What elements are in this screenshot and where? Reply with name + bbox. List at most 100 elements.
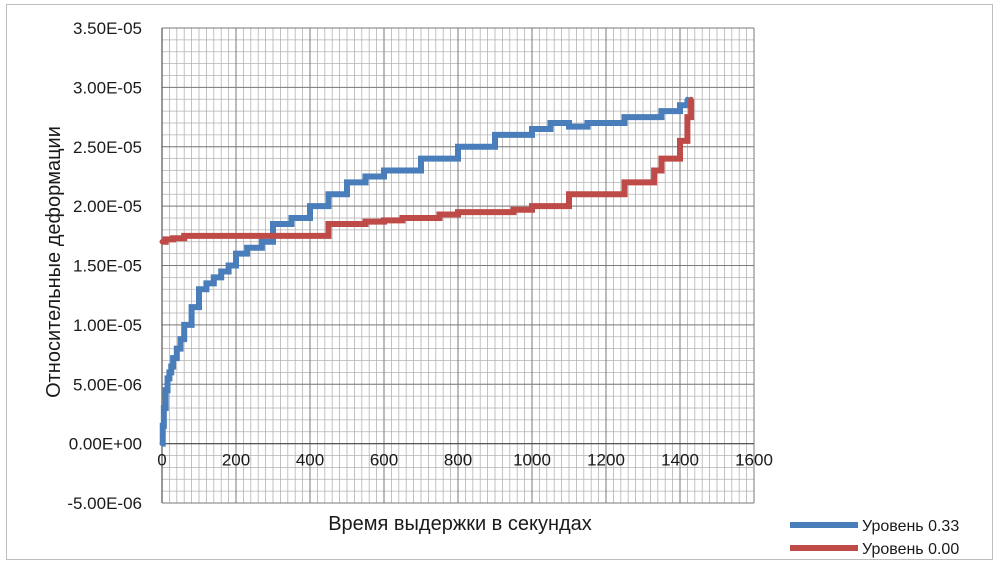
data-point-series-2 [684, 114, 690, 120]
data-point-series-1 [211, 274, 217, 280]
data-point-series-1 [166, 369, 172, 375]
data-point-series-1 [189, 304, 195, 310]
y-tick-label: 2.00E-05 [73, 197, 142, 216]
data-point-series-1 [218, 268, 224, 274]
data-point-series-2 [381, 217, 387, 223]
data-point-series-2 [215, 233, 220, 239]
data-point-series-1 [307, 203, 313, 209]
data-point-series-1 [203, 280, 209, 286]
data-point-series-2 [181, 233, 187, 239]
data-point-series-2 [455, 209, 461, 215]
data-point-series-2 [170, 235, 176, 241]
data-point-series-2 [252, 233, 257, 239]
data-point-series-2 [437, 211, 442, 217]
x-tick-label: 1600 [735, 451, 773, 470]
data-point-series-1 [163, 387, 169, 393]
data-point-series-1 [529, 126, 535, 132]
data-point-series-2 [289, 233, 294, 239]
data-point-series-1 [455, 144, 461, 150]
data-point-series-1 [585, 120, 590, 126]
x-tick-label: 600 [370, 451, 398, 470]
data-point-series-1 [259, 239, 265, 245]
data-point-series-1 [174, 346, 180, 352]
legend-label-series-1: Уровень 0.33 [862, 518, 959, 535]
data-point-series-1 [159, 441, 165, 447]
data-point-series-1 [289, 215, 294, 221]
data-point-series-1 [418, 156, 424, 162]
y-tick-label: 0.00E+00 [69, 435, 142, 454]
x-tick-label: 1400 [661, 451, 699, 470]
data-point-series-2 [492, 209, 498, 215]
major-gridlines [161, 27, 755, 504]
y-tick-label: 2.50E-05 [73, 138, 142, 157]
data-point-series-2 [670, 156, 676, 162]
data-point-series-2 [363, 219, 368, 225]
x-tick-label: 0 [157, 451, 166, 470]
x-axis-title: Время выдержки в секундах [328, 513, 592, 535]
data-point-series-1 [566, 124, 572, 130]
data-point-series-2 [270, 233, 276, 239]
data-point-series-1 [603, 120, 609, 126]
data-point-series-2 [196, 233, 202, 239]
data-point-series-1 [244, 245, 250, 251]
data-point-series-1 [233, 251, 239, 257]
legend: Уровень 0.33 Уровень 0.00 [790, 518, 959, 558]
series-line-1 [159, 99, 691, 447]
data-point-series-1 [168, 363, 174, 369]
data-point-series-1 [178, 336, 183, 342]
data-point-series-1 [640, 114, 646, 120]
data-point-series-1 [381, 168, 387, 173]
data-point-series-2 [622, 179, 627, 185]
data-point-series-1 [270, 221, 276, 227]
y-tick-labels: -5.00E-06 0.00E+00 5.00E-06 1.00E-05 1.50E-0… [67, 19, 142, 513]
legend-label-series-2: Уровень 0.00 [862, 541, 959, 558]
data-point-series-2 [688, 96, 694, 102]
data-point-series-2 [529, 203, 535, 209]
y-tick-label: 3.00E-05 [73, 78, 142, 97]
data-point-series-1 [344, 179, 350, 185]
data-point-series-2 [511, 207, 516, 213]
data-point-series-2 [344, 221, 350, 227]
y-tick-label: -5.00E-06 [67, 494, 142, 513]
data-point-series-1 [226, 263, 232, 268]
data-point-series-1 [181, 322, 187, 328]
x-tick-label: 1200 [587, 451, 625, 470]
data-point-series-2 [585, 191, 590, 197]
y-tick-label: 3.50E-05 [73, 19, 142, 38]
data-point-series-2 [677, 138, 683, 144]
data-point-series-2 [659, 156, 664, 162]
series-layer [159, 96, 695, 447]
data-point-series-1 [659, 108, 664, 114]
data-point-series-1 [548, 120, 553, 126]
data-point-series-2 [651, 168, 657, 173]
data-point-series-2 [400, 215, 405, 221]
x-tick-label: 800 [444, 451, 472, 470]
data-point-series-2 [640, 179, 646, 185]
data-point-series-1 [622, 114, 627, 120]
y-tick-label: 5.00E-06 [73, 375, 142, 394]
y-tick-label: 1.50E-05 [73, 257, 142, 276]
data-point-series-1 [363, 173, 368, 179]
data-point-series-2 [548, 203, 553, 209]
data-point-series-2 [566, 191, 572, 197]
data-point-series-1 [677, 102, 683, 108]
data-point-series-2 [163, 236, 169, 242]
data-point-series-1 [161, 405, 167, 411]
x-tick-labels: 0 200 400 600 800 1000 1200 1400 1600 [157, 451, 773, 470]
x-tick-label: 1000 [513, 451, 551, 470]
data-point-series-1 [196, 286, 202, 292]
y-tick-label: 1.00E-05 [73, 316, 142, 335]
data-point-series-1 [165, 375, 171, 381]
data-point-series-2 [307, 233, 313, 239]
data-point-series-2 [326, 221, 331, 227]
data-point-series-1 [492, 132, 498, 138]
data-point-series-2 [233, 233, 239, 239]
data-point-series-1 [160, 423, 166, 429]
x-tick-label: 200 [222, 451, 250, 470]
data-point-series-1 [170, 355, 176, 361]
y-axis-title: Относительные деформации [43, 126, 65, 398]
data-point-series-2 [474, 209, 479, 215]
data-point-series-2 [603, 191, 609, 197]
x-tick-label: 400 [296, 451, 324, 470]
